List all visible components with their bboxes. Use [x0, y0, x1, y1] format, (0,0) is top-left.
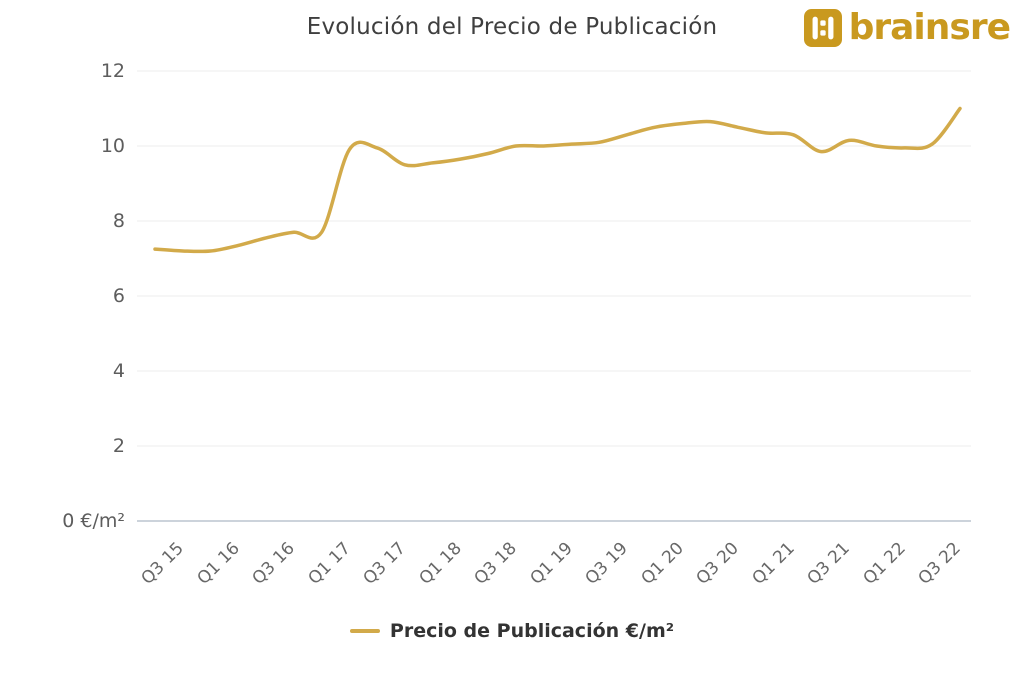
chart-canvas	[137, 70, 971, 522]
y-tick-label: 2	[112, 435, 125, 457]
y-tick-label: 8	[112, 210, 125, 232]
brainsre-logo-icon	[803, 9, 842, 47]
page-title: Evolución del Precio de Publicación	[306, 14, 718, 40]
brainsre-logo-text: brainsre	[848, 7, 1011, 48]
legend-swatch-line	[349, 629, 380, 633]
price-line	[153, 106, 962, 254]
y-tick-label: 10	[100, 135, 125, 157]
y-tick-label: 0 €/m²	[62, 510, 125, 532]
legend-label: Precio de Publicación €/m²	[389, 620, 675, 642]
legend-item[interactable]: Precio de Publicación €/m²	[349, 620, 675, 642]
brainsre-logo[interactable]: brainsre	[803, 7, 1011, 48]
y-tick-label: 12	[100, 60, 125, 82]
y-tick-label: 6	[112, 285, 125, 307]
legend: Precio de Publicación €/m²	[0, 620, 1024, 642]
y-tick-label: 4	[112, 360, 125, 382]
